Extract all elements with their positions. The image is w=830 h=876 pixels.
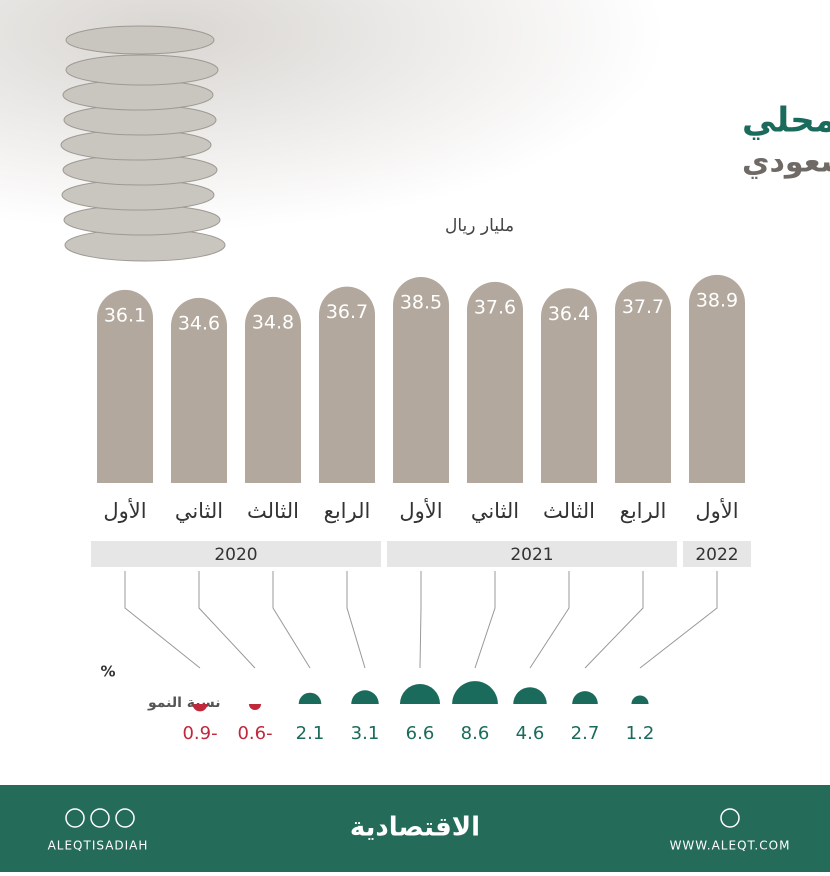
x-tick-label: الثالث xyxy=(543,499,595,523)
bar xyxy=(467,281,523,483)
footer-band xyxy=(0,785,830,872)
growth-value-label: 1.2 xyxy=(626,723,655,744)
growth-dome xyxy=(192,704,208,712)
year-label: 2022 xyxy=(695,545,738,565)
growth-value-label: 8.6 xyxy=(461,723,490,744)
growth-value-label: 3.1 xyxy=(351,723,380,744)
bar xyxy=(245,296,301,483)
bar xyxy=(319,286,375,483)
x-tick-label: الأول xyxy=(399,498,442,523)
growth-value-label: 2.1 xyxy=(296,723,325,744)
connector xyxy=(346,571,366,669)
year-label: 2020 xyxy=(214,545,257,565)
social-icons xyxy=(65,808,740,828)
coin-stack xyxy=(60,25,226,262)
connector xyxy=(198,571,256,669)
bar-value-label: 34.8 xyxy=(252,311,294,333)
x-tick-label: الرابع xyxy=(324,499,371,523)
x-tick-label: الرابع xyxy=(620,499,667,523)
footer-logo: الاقتصادية xyxy=(350,813,480,843)
bar-value-label: 36.1 xyxy=(104,304,146,326)
x-tick-label: الأول xyxy=(695,498,738,523)
year-band xyxy=(387,541,677,567)
connector xyxy=(584,571,644,669)
bar xyxy=(615,281,671,483)
chart-subtitle: للقطاع العقاري السعودي xyxy=(742,145,830,180)
bar xyxy=(171,297,228,483)
growth-value-label: 0.9- xyxy=(182,723,217,744)
year-band xyxy=(683,541,751,567)
x-tick-label: الثاني xyxy=(175,499,223,523)
growth-dome xyxy=(248,704,262,711)
bar-value-label: 37.7 xyxy=(622,296,664,318)
connector xyxy=(529,571,570,669)
growth-dome xyxy=(351,690,379,704)
chart-title: الناتج المحلي xyxy=(742,101,830,141)
growth-value-label: 6.6 xyxy=(406,723,435,744)
bar xyxy=(689,274,745,483)
bar-value-label: 38.9 xyxy=(696,289,738,311)
bar-value-label: 36.7 xyxy=(326,301,368,323)
connector xyxy=(639,571,718,669)
growth-dome xyxy=(631,695,649,704)
connector xyxy=(272,571,311,669)
growth-dome xyxy=(513,687,547,704)
growth-value-label: 0.6- xyxy=(237,723,272,744)
growth-unit: % xyxy=(100,663,115,681)
growth-dome xyxy=(298,692,322,704)
bar xyxy=(541,288,597,483)
growth-label: نسبة النمو xyxy=(147,695,221,711)
bar xyxy=(97,289,153,483)
growth-value-label: 2.7 xyxy=(571,723,600,744)
bar-value-label: 37.6 xyxy=(474,296,516,318)
footer-handle: ALEQTISADIAH xyxy=(48,839,149,853)
growth-value-label: 4.6 xyxy=(516,723,545,744)
growth-dome xyxy=(452,681,498,704)
connector xyxy=(474,571,496,669)
x-tick-label: الأول xyxy=(103,498,146,523)
x-tick-label: الثاني xyxy=(471,499,519,523)
connector xyxy=(419,571,422,669)
year-label: 2021 xyxy=(510,545,553,565)
growth-dome xyxy=(572,691,598,704)
year-band xyxy=(91,541,381,567)
footer-url: WWW.ALEQT.COM xyxy=(670,839,791,853)
connector xyxy=(124,571,201,669)
bar xyxy=(393,277,449,483)
bar-value-label: 38.5 xyxy=(400,292,442,314)
growth-dome xyxy=(399,683,441,704)
unit-label: مليار ريال xyxy=(445,216,514,236)
x-tick-label: الثالث xyxy=(247,499,299,523)
bar-value-label: 36.4 xyxy=(548,303,590,325)
bar-value-label: 34.6 xyxy=(178,312,220,334)
